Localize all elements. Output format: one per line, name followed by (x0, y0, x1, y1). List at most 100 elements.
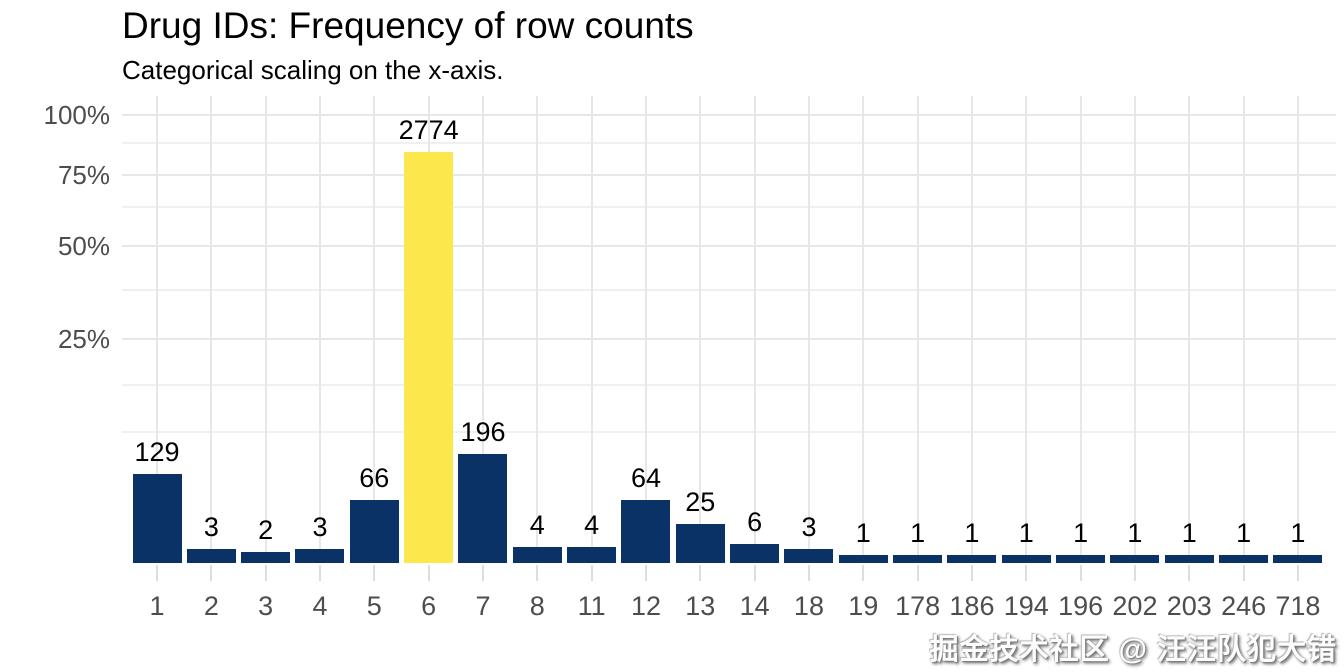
y-axis-tick-label-25%: 25% (57, 324, 110, 354)
gridline-vertical (1133, 96, 1136, 563)
bar-178 (893, 555, 943, 563)
x-axis-tick-label-194: 194 (1003, 591, 1049, 621)
bar-202 (1110, 555, 1160, 563)
bar-246 (1219, 555, 1269, 563)
gridline-vertical (590, 96, 593, 563)
gridline-vertical (210, 96, 213, 563)
gridline-vertical (753, 96, 756, 563)
bar-12 (621, 500, 671, 563)
gridline-vertical (156, 96, 158, 563)
bar-value-label-4: 3 (312, 512, 328, 543)
x-axis-tick (970, 565, 973, 581)
chart-subtitle: Categorical scaling on the x-axis. (122, 55, 504, 85)
bar-2 (186, 549, 236, 563)
x-axis-tick-label-12: 12 (630, 591, 661, 621)
x-axis-tick (373, 565, 376, 581)
gridline-vertical (916, 96, 919, 563)
x-axis-tick (1188, 565, 1191, 581)
bar-196 (1056, 555, 1106, 563)
bar-value-label-186: 1 (964, 518, 980, 549)
watermark: 掘金技术社区 @ 汪汪队犯大错 (929, 634, 1337, 666)
x-axis-tick (753, 565, 756, 581)
bar-13 (675, 523, 725, 563)
x-axis-tick-label-8: 8 (529, 591, 545, 621)
gridline-vertical (1025, 96, 1028, 563)
x-axis-tick-label-13: 13 (685, 591, 716, 621)
x-axis-tick (916, 565, 919, 581)
gridline-vertical (699, 96, 702, 563)
bar-value-label-11: 4 (584, 510, 600, 541)
x-axis-tick-label-2: 2 (203, 591, 219, 621)
x-axis-tick (699, 565, 702, 581)
bar-value-label-5: 66 (359, 462, 390, 493)
x-axis-tick (427, 565, 430, 581)
gridline-minor (122, 206, 1336, 208)
x-axis-tick-label-178: 178 (895, 591, 941, 621)
y-axis-tick-label-50%: 50% (57, 231, 110, 262)
x-axis-tick-label-186: 186 (949, 591, 995, 621)
gridline-vertical (862, 96, 865, 563)
gridline-vertical (807, 96, 810, 563)
bar-value-label-13: 25 (685, 486, 716, 517)
x-axis-tick-label-11: 11 (577, 591, 606, 621)
gridline-vertical (1188, 96, 1191, 563)
x-axis-tick (644, 565, 647, 581)
gridline-major (122, 174, 1336, 177)
x-axis-tick (1133, 565, 1136, 581)
bar-4 (295, 549, 345, 563)
bar-8 (512, 547, 562, 563)
bar-value-label-6: 2774 (398, 114, 459, 145)
bar-value-label-194: 1 (1018, 518, 1034, 549)
bar-7 (458, 453, 508, 563)
bar-value-label-7: 196 (460, 416, 506, 447)
gridline-vertical (536, 96, 539, 563)
x-axis-tick-label-5: 5 (366, 591, 382, 621)
x-axis-tick-label-246: 246 (1221, 591, 1267, 621)
bar-194 (1001, 555, 1051, 563)
bar-value-label-18: 3 (801, 512, 817, 543)
bar-718 (1273, 555, 1323, 563)
bar-value-label-14: 6 (747, 506, 763, 537)
x-axis-tick-label-6: 6 (421, 591, 437, 621)
gridline-major (122, 245, 1336, 248)
gridline-vertical (970, 96, 973, 563)
gridline-minor (122, 431, 1336, 433)
x-axis-tick (1296, 565, 1299, 581)
bar-value-label-246: 1 (1236, 518, 1252, 549)
gridline-vertical (264, 96, 267, 563)
bar-3 (241, 551, 291, 563)
x-axis-tick (156, 565, 158, 581)
x-axis-tick (590, 565, 593, 581)
bar-value-label-2: 3 (203, 512, 219, 543)
gridline-vertical (1296, 96, 1299, 563)
x-axis-tick (807, 565, 810, 581)
x-axis-tick (481, 565, 484, 581)
y-axis-tick-label-75%: 75% (57, 160, 110, 191)
gridline-vertical (1242, 96, 1245, 563)
gridline-vertical (481, 96, 484, 563)
bar-value-label-203: 1 (1181, 518, 1197, 549)
bar-186 (947, 555, 997, 563)
gridline-major (122, 338, 1336, 340)
x-axis-tick-label-202: 202 (1112, 591, 1158, 621)
bar-value-label-3: 2 (258, 514, 274, 545)
gridline-major (122, 114, 1336, 116)
gridline-minor (122, 289, 1336, 291)
gridline-minor (122, 384, 1336, 386)
x-axis-tick (536, 565, 539, 581)
x-axis-tick-label-1: 1 (149, 591, 165, 621)
x-axis-tick (264, 565, 267, 581)
x-axis-tick (1079, 565, 1082, 581)
x-axis-tick-label-14: 14 (739, 591, 770, 621)
bar-5 (349, 499, 399, 563)
y-axis-tick-label-100%: 100% (43, 100, 111, 130)
bar-value-label-718: 1 (1290, 518, 1306, 549)
x-axis-tick-label-3: 3 (258, 591, 274, 621)
bar-highlighted-6 (404, 151, 454, 563)
x-axis-tick-label-19: 19 (848, 591, 879, 621)
bar-value-label-8: 4 (529, 510, 545, 541)
gridline-vertical (373, 96, 376, 563)
